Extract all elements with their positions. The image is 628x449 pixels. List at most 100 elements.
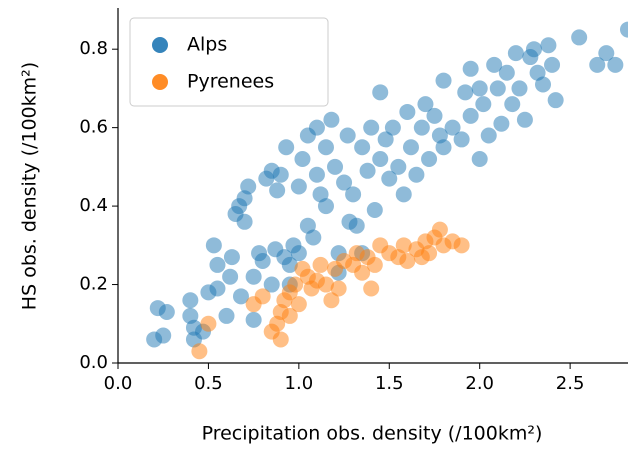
data-point bbox=[372, 84, 389, 101]
data-point bbox=[218, 307, 235, 324]
data-point bbox=[453, 237, 470, 254]
data-point bbox=[348, 217, 365, 234]
data-point bbox=[278, 139, 295, 156]
data-point bbox=[381, 170, 398, 187]
data-point bbox=[354, 264, 371, 281]
data-point bbox=[209, 256, 226, 273]
data-point bbox=[312, 256, 329, 273]
data-point bbox=[435, 72, 452, 89]
x-tick-label: 1.0 bbox=[285, 373, 314, 394]
y-tick-label: 0.8 bbox=[79, 38, 108, 59]
y-tick-label: 0.6 bbox=[79, 117, 108, 138]
data-point bbox=[263, 276, 280, 293]
data-point bbox=[444, 119, 461, 136]
legend-label: Pyrenees bbox=[187, 71, 274, 93]
data-point bbox=[287, 276, 304, 293]
data-point bbox=[290, 245, 307, 262]
data-point bbox=[327, 158, 344, 175]
data-point bbox=[317, 198, 334, 215]
legend-marker bbox=[152, 37, 168, 53]
data-point bbox=[480, 127, 497, 144]
data-point bbox=[182, 292, 199, 309]
data-point bbox=[417, 96, 434, 113]
x-axis-label: Precipitation obs. density (/100km²) bbox=[202, 423, 543, 445]
y-tick-label: 0.0 bbox=[79, 352, 108, 373]
x-tick-label: 1.5 bbox=[375, 373, 404, 394]
data-point bbox=[395, 237, 412, 254]
data-point bbox=[317, 276, 334, 293]
data-point bbox=[223, 249, 240, 266]
data-point bbox=[232, 288, 249, 305]
data-point bbox=[413, 119, 430, 136]
data-point bbox=[421, 245, 438, 262]
data-point bbox=[620, 21, 628, 38]
data-point bbox=[336, 174, 353, 191]
data-point bbox=[540, 37, 557, 54]
data-point bbox=[489, 80, 506, 97]
data-point bbox=[402, 139, 419, 156]
data-point bbox=[294, 151, 311, 168]
data-point bbox=[571, 29, 588, 46]
data-point bbox=[507, 45, 524, 62]
data-point bbox=[323, 111, 340, 128]
legend-marker bbox=[152, 74, 168, 90]
data-point bbox=[281, 307, 298, 324]
data-point bbox=[205, 237, 222, 254]
data-point bbox=[155, 327, 172, 344]
data-point bbox=[426, 107, 443, 124]
legend-label: Alps bbox=[187, 34, 227, 56]
data-point bbox=[377, 131, 394, 148]
data-point bbox=[462, 107, 479, 124]
data-point bbox=[493, 115, 510, 132]
data-point bbox=[598, 45, 615, 62]
data-point bbox=[272, 331, 289, 348]
data-point bbox=[354, 139, 371, 156]
data-point bbox=[457, 84, 474, 101]
data-point bbox=[431, 221, 448, 238]
data-point bbox=[511, 80, 528, 97]
data-point bbox=[308, 119, 325, 136]
data-point bbox=[486, 56, 503, 73]
y-tick-label: 0.2 bbox=[79, 274, 108, 295]
data-point bbox=[245, 268, 262, 285]
data-point bbox=[363, 119, 380, 136]
data-point bbox=[317, 139, 334, 156]
data-point bbox=[435, 139, 452, 156]
data-point bbox=[475, 96, 492, 113]
data-point bbox=[462, 60, 479, 77]
data-point bbox=[366, 202, 383, 219]
data-point bbox=[359, 162, 376, 179]
data-point bbox=[290, 178, 307, 195]
data-point bbox=[607, 56, 624, 73]
plot-area bbox=[146, 21, 628, 360]
data-point bbox=[525, 41, 542, 58]
data-point bbox=[471, 80, 488, 97]
data-point bbox=[471, 151, 488, 168]
data-point bbox=[269, 182, 286, 199]
data-point bbox=[408, 166, 425, 183]
data-point bbox=[345, 186, 362, 203]
data-point bbox=[236, 213, 253, 230]
data-point bbox=[395, 186, 412, 203]
data-point bbox=[209, 280, 226, 297]
x-tick-label: 2.5 bbox=[556, 373, 585, 394]
data-point bbox=[330, 280, 347, 297]
data-point bbox=[516, 111, 533, 128]
data-point bbox=[158, 304, 175, 321]
data-point bbox=[589, 56, 606, 73]
x-tick-label: 0.0 bbox=[104, 373, 133, 394]
data-point bbox=[272, 166, 289, 183]
data-point bbox=[504, 96, 521, 113]
data-point bbox=[254, 288, 271, 305]
data-point bbox=[200, 315, 217, 332]
data-point bbox=[191, 343, 208, 360]
data-point bbox=[305, 229, 322, 246]
legend-box bbox=[129, 17, 329, 107]
data-point bbox=[339, 127, 356, 144]
x-tick-label: 0.5 bbox=[194, 373, 223, 394]
data-point bbox=[544, 56, 561, 73]
x-tick-label: 2.0 bbox=[465, 373, 494, 394]
data-point bbox=[535, 76, 551, 93]
data-point bbox=[308, 166, 325, 183]
